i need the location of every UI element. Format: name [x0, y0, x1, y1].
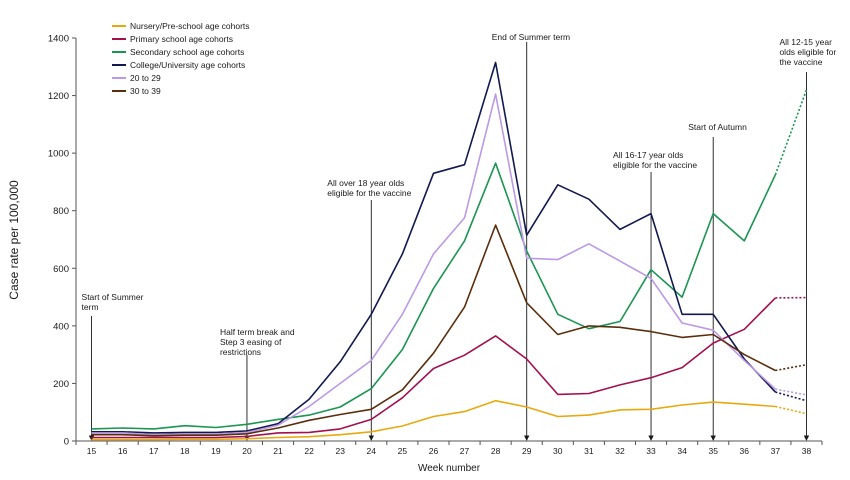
y-tick-label: 1000 [48, 149, 69, 160]
x-tick-label: 24 [367, 446, 377, 456]
series-line [91, 297, 776, 439]
x-tick-label: 28 [491, 446, 501, 456]
x-tick-label: 18 [180, 446, 190, 456]
x-tick-label: 20 [242, 446, 252, 456]
series-line [91, 61, 776, 434]
series-line-projection [775, 405, 807, 415]
legend-label: 20 to 29 [130, 73, 161, 83]
x-tick-label: 19 [211, 446, 221, 456]
legend-label: Primary school age cohorts [130, 34, 233, 44]
x-tick-label: 21 [273, 446, 283, 456]
x-tick-label: 23 [335, 446, 345, 456]
y-tick-label: 200 [53, 379, 69, 390]
series-line [91, 162, 777, 430]
series-line-projection [775, 391, 807, 402]
series-line-projection [774, 89, 808, 175]
x-tick-label: 16 [118, 446, 128, 456]
x-tick-label: 35 [708, 446, 718, 456]
y-tick-label: 0 [64, 437, 69, 448]
x-tick-label: 27 [460, 446, 470, 456]
annotation-label: Start of Summer [82, 292, 144, 302]
legend-label: College/University age cohorts [130, 60, 245, 70]
annotation-label: Step 3 easing of [220, 337, 282, 347]
series-lines [91, 61, 808, 441]
annotation-label: restrictions [220, 347, 261, 357]
annotation-label: All 16-17 year olds [613, 150, 683, 160]
annotation-label: All 12-15 year [779, 37, 832, 47]
x-tick-label: 17 [149, 446, 159, 456]
series-line-projection [775, 388, 807, 396]
x-tick-label: 22 [304, 446, 314, 456]
x-tick-label: 15 [87, 446, 97, 456]
annotation-label: term [82, 302, 99, 312]
series-line [91, 224, 776, 437]
legend-label: Secondary school age cohorts [130, 47, 244, 57]
y-tick-label: 600 [53, 264, 69, 275]
y-axis-title: Case rate per 100,000 [7, 180, 21, 300]
y-tick-label: 800 [53, 206, 69, 217]
x-tick-label: 25 [398, 446, 408, 456]
series-line-projection [775, 363, 807, 372]
y-tick-label: 400 [53, 321, 69, 332]
y-tick-label: 1200 [48, 91, 69, 102]
annotation-label: the vaccine [779, 57, 822, 67]
series-line [91, 399, 776, 441]
legend-label: Nursery/Pre-school age cohorts [130, 21, 250, 31]
annotation-label: olds eligible for [779, 47, 836, 57]
annotation-label: eligible for the vaccine [613, 160, 697, 170]
x-tick-label: 32 [615, 446, 625, 456]
annotation-label: End of Summer term [492, 32, 570, 42]
x-tick-label: 37 [771, 446, 781, 456]
axes: 0 200 400 600 800 1000 1200 1400 15 16 17 18 19 20 21 2… [48, 34, 823, 456]
x-axis-title: Week number [418, 463, 481, 474]
x-tick-label: 38 [802, 446, 812, 456]
x-tick-label: 26 [429, 446, 439, 456]
x-tick-label: 34 [677, 446, 687, 456]
annotation-label: Start of Autumn [688, 122, 747, 132]
legend-label: 30 to 39 [130, 86, 161, 96]
annotation-label: eligible for the vaccine [327, 188, 411, 198]
x-tick-label: 29 [522, 446, 532, 456]
x-tick-label: 31 [584, 446, 594, 456]
annotation-label: Half term break and [220, 327, 295, 337]
x-tick-label: 30 [553, 446, 563, 456]
x-tick-label: 36 [740, 446, 750, 456]
series-line [91, 93, 776, 436]
annotation-label: All over 18 year olds [327, 178, 404, 188]
legend: Nursery/Pre-school age cohorts Primary sc… [112, 21, 250, 96]
y-tick-label: 1400 [48, 34, 69, 45]
x-tick-label: 33 [646, 446, 656, 456]
